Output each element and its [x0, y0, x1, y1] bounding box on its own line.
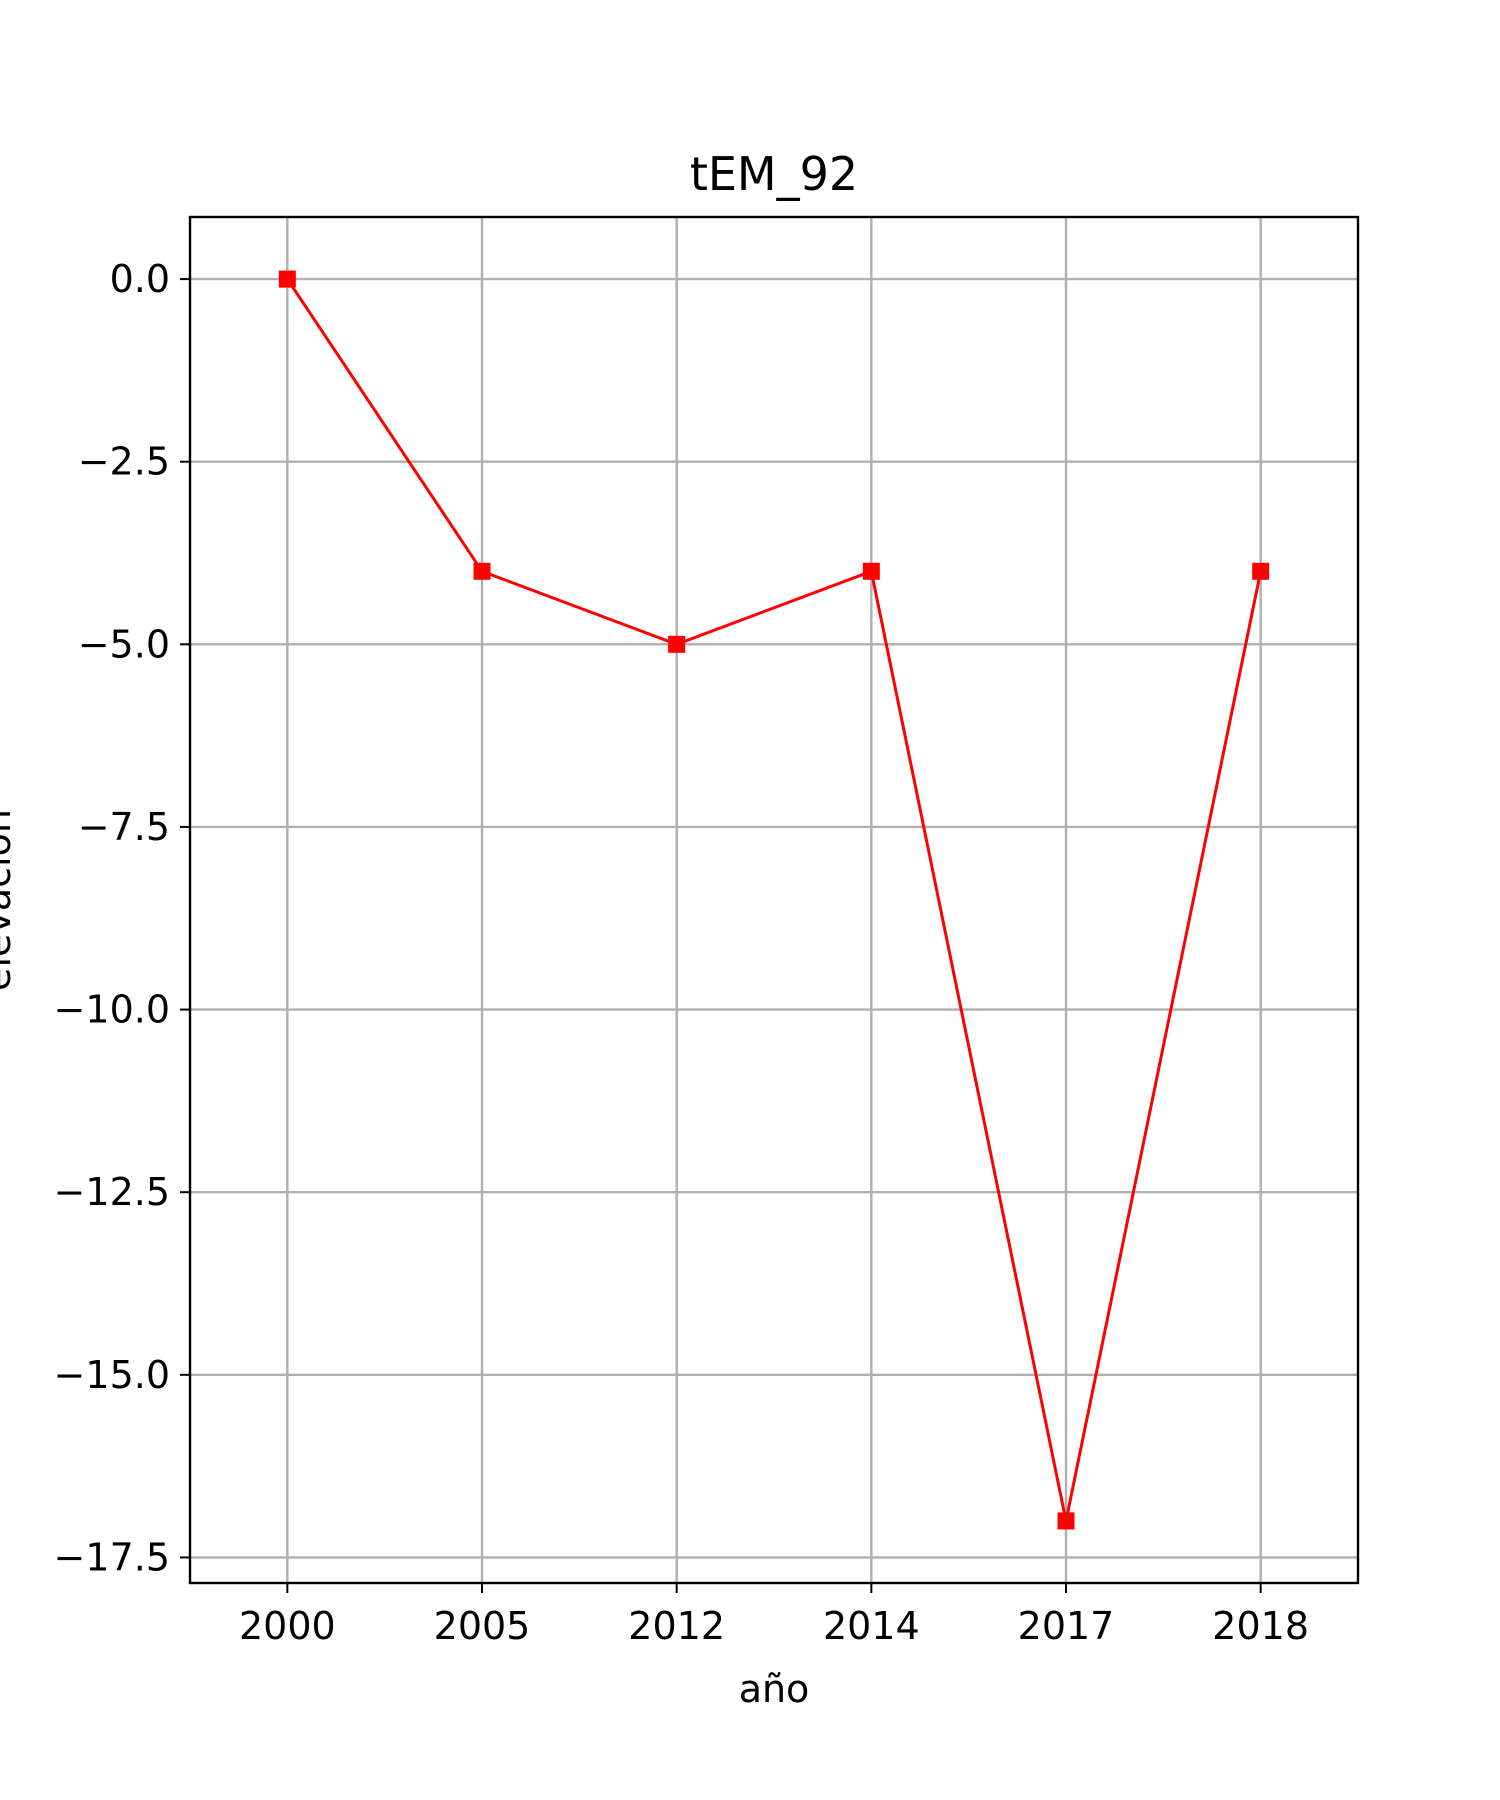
axis-ticks: 2000 2005 2012 2014 2017 2018 0.0 −2.5 −5.0 −7.5 −… — [54, 257, 1309, 1648]
y-axis-label: elevación — [0, 809, 19, 991]
y-tick-label: 0.0 — [110, 257, 170, 301]
data-point-marker — [473, 562, 491, 580]
y-tick-label: −17.5 — [54, 1535, 170, 1579]
y-tick-label: −2.5 — [78, 440, 170, 484]
x-tick-label: 2017 — [1018, 1604, 1115, 1648]
data-series — [278, 270, 1270, 1530]
y-tick-label: −15.0 — [54, 1353, 170, 1397]
x-tick-label: 2012 — [628, 1604, 725, 1648]
series-line — [286, 278, 1263, 1522]
x-tick-label: 2005 — [434, 1604, 531, 1648]
x-axis-label: año — [739, 1667, 810, 1711]
plot-area-frame — [188, 215, 1360, 1585]
data-point-marker — [862, 562, 880, 580]
y-tick-label: −12.5 — [54, 1170, 170, 1214]
x-tick-label: 2000 — [239, 1604, 336, 1648]
data-point-marker — [668, 635, 686, 653]
x-tick-label: 2014 — [823, 1604, 920, 1648]
y-tick-label: −10.0 — [54, 988, 170, 1032]
data-point-marker — [1057, 1512, 1075, 1530]
x-tick-label: 2018 — [1212, 1604, 1309, 1648]
grid-lines — [190, 217, 1358, 1583]
chart-title: tEM_92 — [690, 147, 858, 201]
y-tick-label: −7.5 — [78, 805, 170, 849]
data-point-marker — [278, 270, 296, 288]
y-tick-label: −5.0 — [78, 622, 170, 666]
data-point-marker — [1252, 562, 1270, 580]
